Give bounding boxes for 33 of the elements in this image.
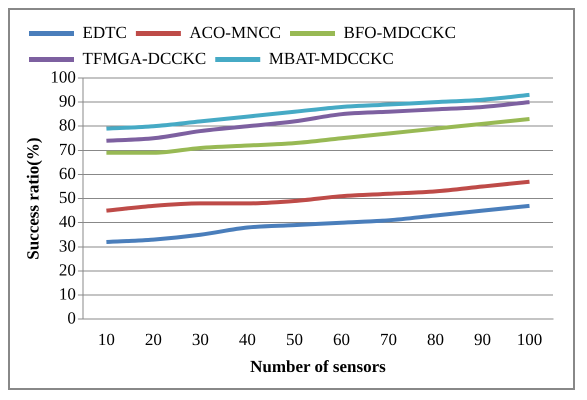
x-tick-label: 80 (426, 330, 444, 349)
y-tick-label: 20 (58, 260, 76, 280)
line-series (104, 117, 532, 155)
y-tick-label: 50 (58, 188, 76, 208)
y-tick-label: 80 (58, 116, 76, 135)
line-series (104, 204, 532, 244)
line-series (104, 180, 532, 213)
x-tick-label: 60 (332, 330, 350, 349)
line-series (104, 92, 532, 131)
y-tick-label: 60 (58, 164, 76, 183)
x-tick-label: 100 (516, 330, 542, 349)
y-tick-label: 90 (58, 92, 76, 111)
y-tick-label: 70 (58, 140, 76, 159)
x-tick-label: 30 (192, 330, 209, 349)
x-tick-label: 10 (98, 330, 115, 349)
x-tick-label: 70 (380, 330, 397, 349)
x-tick-label: 20 (144, 330, 162, 349)
legend-label: MBAT-MDCCKC (268, 48, 394, 68)
legend-label: TFMGA-DCCKC (82, 48, 206, 68)
y-tick-label: 30 (58, 236, 76, 256)
y-tick-label: 100 (50, 67, 76, 86)
x-axis-title: Number of sensors (250, 357, 386, 376)
legend-label: ACO-MNCC (189, 22, 282, 42)
legend-label: EDTC (82, 22, 127, 42)
legend-label: BFO-MDCCKC (344, 22, 456, 42)
line-series (104, 100, 532, 143)
x-tick-label: 50 (286, 330, 303, 349)
y-tick-label: 40 (58, 212, 76, 232)
x-tick-label: 90 (474, 330, 491, 349)
y-tick-label: 10 (58, 284, 76, 304)
y-tick-label: 0 (67, 308, 76, 328)
x-tick-label: 40 (238, 330, 256, 349)
y-axis-title: Success ratio(%) (24, 137, 43, 260)
